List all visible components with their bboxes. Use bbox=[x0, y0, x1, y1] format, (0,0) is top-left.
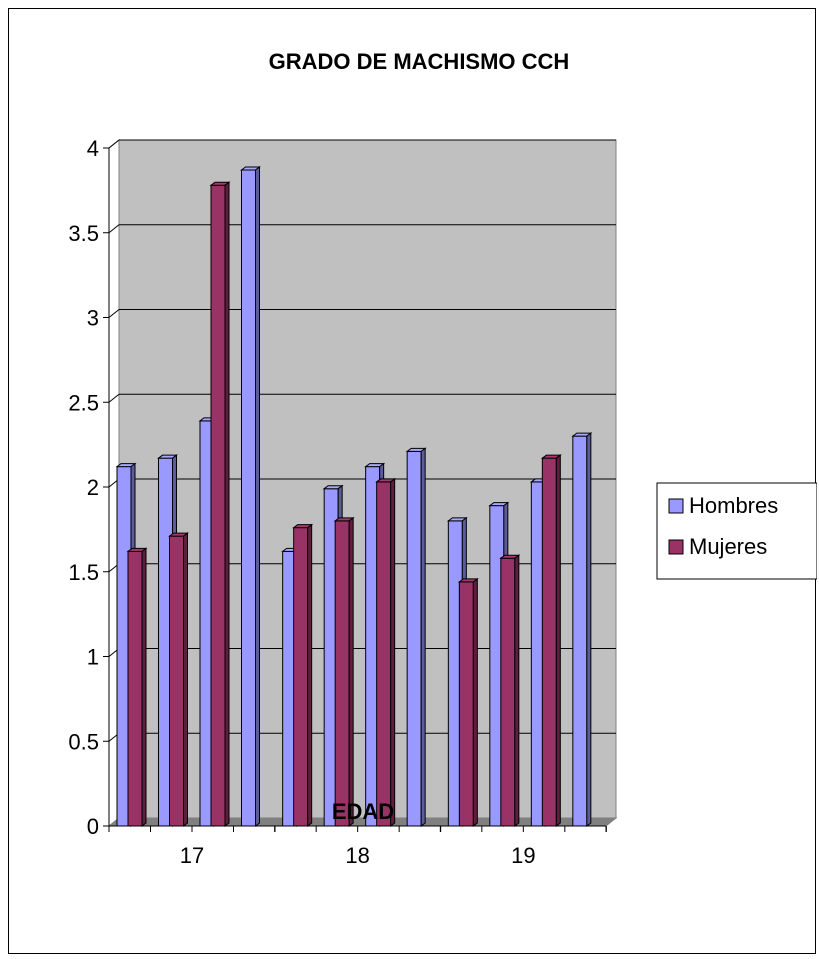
bar-mujeres bbox=[375, 477, 397, 827]
gridline-side bbox=[108, 224, 120, 234]
bar-mujeres-side bbox=[390, 477, 396, 827]
bar-hombres-front bbox=[406, 450, 422, 827]
y-tick-label: 2 bbox=[87, 475, 99, 500]
y-tick-label: 0.5 bbox=[68, 729, 99, 754]
bar-mujeres bbox=[333, 516, 355, 827]
bar-mujeres-side bbox=[141, 547, 147, 827]
bar-chart: GRADO DE MACHISMO CCH 0 0.5 1 1.5 2 2.5 3 3.5 4 1… bbox=[68, 49, 817, 868]
bar-mujeres-side bbox=[224, 181, 230, 827]
bar-hombres-side bbox=[255, 166, 260, 827]
bar-mujeres-front bbox=[127, 550, 143, 827]
x-tick-label: 17 bbox=[180, 843, 204, 868]
bar-mujeres-side bbox=[555, 454, 561, 827]
bar-mujeres-front bbox=[500, 557, 516, 827]
chart-title: GRADO DE MACHISMO CCH bbox=[269, 49, 570, 74]
y-tick-label: 3.5 bbox=[68, 221, 99, 246]
bar-mujeres bbox=[457, 577, 479, 827]
bar-mujeres-front bbox=[334, 520, 350, 827]
gridline-side bbox=[108, 393, 120, 403]
bar-hombres bbox=[405, 447, 427, 827]
y-tick-label: 1 bbox=[87, 645, 99, 670]
bar-mujeres-side bbox=[307, 523, 313, 827]
y-tick-label: 2.5 bbox=[68, 390, 99, 415]
bar-hombres-front bbox=[241, 169, 256, 827]
plot-layer: 0 0.5 1 1.5 2 2.5 3 3.5 4 17 18 19 bbox=[68, 136, 618, 868]
bar-hombres-front bbox=[572, 435, 588, 827]
bar-hombres-side bbox=[586, 432, 592, 827]
bar-mujeres-side bbox=[472, 577, 478, 827]
y-tick-label: 4 bbox=[87, 136, 99, 161]
legend-box bbox=[656, 482, 817, 580]
x-axis-title: EDAD bbox=[332, 799, 394, 824]
gridline-side bbox=[108, 139, 120, 149]
bar-mujeres bbox=[209, 181, 231, 827]
y-tick-label: 0 bbox=[87, 814, 99, 839]
y-tick-label: 1.5 bbox=[68, 560, 99, 585]
bar-mujeres bbox=[168, 532, 189, 827]
legend-swatch-mujeres bbox=[668, 539, 684, 555]
bar-mujeres-front bbox=[458, 581, 474, 827]
gridline-side bbox=[108, 309, 120, 318]
bar-mujeres-front bbox=[376, 481, 392, 827]
bar-mujeres-front bbox=[293, 527, 309, 827]
legend-label-hombres: Hombres bbox=[689, 493, 778, 518]
y-tick-label: 3 bbox=[87, 306, 99, 331]
x-tick-label: 18 bbox=[345, 843, 369, 868]
bar-mujeres-front bbox=[210, 184, 226, 827]
legend-label-mujeres: Mujeres bbox=[689, 534, 767, 559]
bar-hombres-side bbox=[420, 447, 426, 827]
bar-mujeres-front bbox=[541, 457, 557, 827]
bar-mujeres-side bbox=[183, 532, 188, 827]
bar-mujeres-front bbox=[169, 535, 184, 827]
bar-mujeres bbox=[292, 523, 314, 827]
legend: Hombres Mujeres bbox=[656, 482, 817, 580]
bar-mujeres bbox=[126, 547, 148, 827]
bar-hombres bbox=[571, 432, 593, 827]
bar-mujeres bbox=[540, 454, 562, 827]
bar-mujeres-side bbox=[348, 516, 354, 827]
bar-mujeres-side bbox=[514, 554, 520, 827]
chart-area: GRADO DE MACHISMO CCH 0 0.5 1 1.5 2 2.5 3 3.5 4 1… bbox=[8, 8, 817, 954]
legend-swatch-hombres bbox=[668, 498, 684, 514]
x-tick-label: 19 bbox=[511, 843, 535, 868]
bar-mujeres bbox=[499, 554, 521, 827]
bar-hombres bbox=[240, 166, 261, 827]
